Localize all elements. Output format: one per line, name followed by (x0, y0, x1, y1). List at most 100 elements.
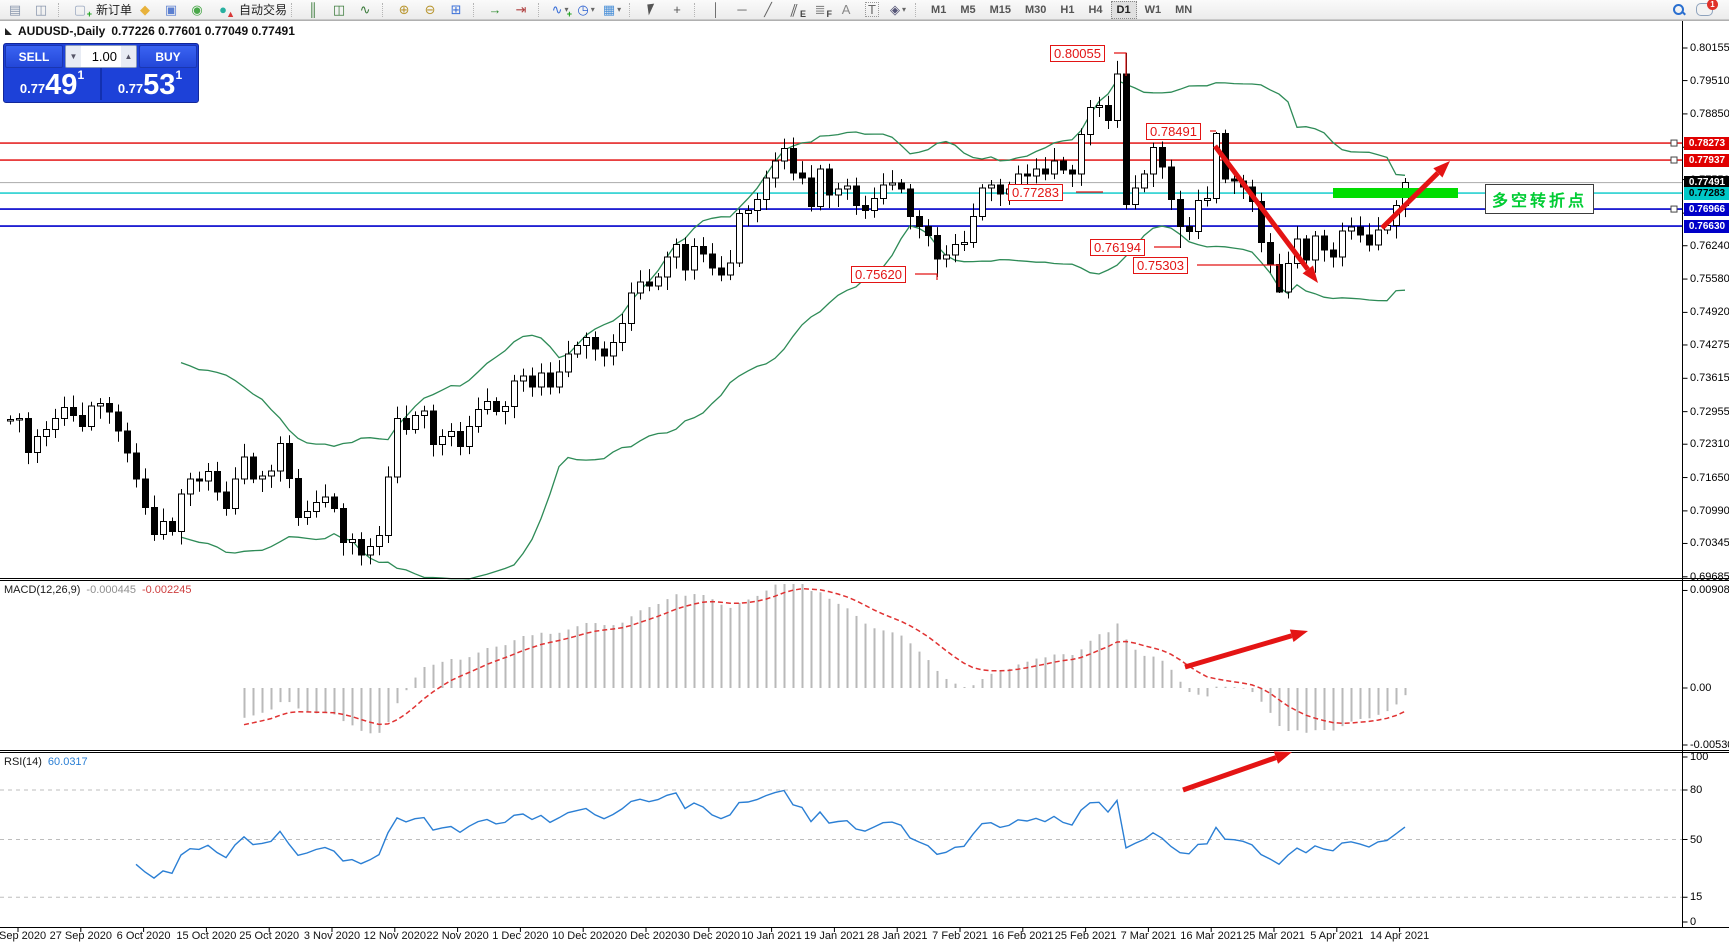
tile-windows-icon-glyph: ⊞ (450, 2, 462, 17)
strategy-tester-icon[interactable]: ◉ (184, 0, 210, 20)
price-callout-0.75620[interactable]: 0.75620 (851, 266, 906, 283)
date-label[interactable]: 25 Oct 2020 (239, 930, 300, 942)
date-label[interactable]: 16 Feb 2021 (991, 930, 1054, 942)
timeframe-button-H1[interactable]: H1 (1060, 3, 1075, 16)
tile-windows-icon[interactable]: ⊞ (443, 0, 469, 20)
periods-icon[interactable]: ◷ ▾ (573, 0, 599, 20)
profile-preview-icon[interactable]: ◫ (28, 0, 54, 20)
date-label[interactable]: 25 Mar 2021 (1243, 930, 1305, 942)
date-label[interactable]: 10 Dec 2020 (551, 930, 615, 942)
text-label-icon[interactable]: T (859, 0, 885, 20)
date-label[interactable]: 5 Apr 2021 (1310, 930, 1364, 942)
periods-icon-dropdown[interactable]: ▾ (590, 5, 595, 14)
date-label[interactable]: 6 Oct 2020 (116, 930, 171, 942)
autotrading-icon[interactable]: ● ▲ (210, 0, 236, 20)
crosshair-icon[interactable]: + (664, 0, 690, 20)
templates-icon[interactable]: ▦ ▾ (599, 0, 625, 20)
date-label[interactable]: 25 Feb 2021 (1054, 930, 1117, 942)
date-label[interactable]: 10 Jan 2021 (741, 930, 802, 942)
rsi-name: RSI(14) (4, 756, 42, 768)
date-label[interactable]: 7 Mar 2021 (1120, 930, 1177, 942)
price-callout-0.75303[interactable]: 0.75303 (1133, 257, 1188, 274)
candle-bull (178, 493, 185, 533)
price-callout-0.80055[interactable]: 0.80055 (1050, 45, 1105, 62)
text-icon[interactable]: A (833, 0, 859, 20)
horizontal-line-icon[interactable]: ─ (729, 0, 755, 20)
date-label[interactable]: 3 Nov 2020 (303, 930, 361, 942)
sell-button[interactable]: SELL (5, 45, 63, 68)
templates-icon-dropdown[interactable]: ▾ (617, 5, 622, 14)
candle-bear (151, 506, 158, 536)
metaeditor-icon[interactable]: ◆ (132, 0, 158, 20)
price-callout-0.76194[interactable]: 0.76194 (1090, 239, 1145, 256)
line-chart-icon[interactable]: ∿ (352, 0, 378, 20)
new-order-icon-label[interactable]: 新订单 (96, 3, 133, 17)
trend-arrow-head (1289, 629, 1308, 643)
candle-bull (979, 187, 986, 217)
terminal-icon[interactable]: ▣ (158, 0, 184, 20)
candlestick-chart-icon[interactable]: ◫ (326, 0, 352, 20)
timeframe-button-M1[interactable]: M1 (931, 3, 947, 16)
rsi-indicator-label: RSI(14) 60.0317 (4, 756, 88, 768)
date-label[interactable]: 27 Sep 2020 (49, 930, 112, 942)
date-label[interactable]: 16 Mar 2021 (1180, 930, 1243, 942)
equidistant-channel-icon[interactable]: ∥ E (781, 0, 807, 20)
price-callout-0.78491[interactable]: 0.78491 (1146, 123, 1201, 140)
date-label[interactable]: 7 Feb 2021 (932, 930, 988, 942)
macd-tick-label: 0.009081 (1690, 584, 1729, 597)
chart-shift-icon[interactable]: ⇥ (508, 0, 534, 20)
volume-value[interactable]: 1.00 (91, 49, 117, 64)
vertical-line-icon[interactable]: │ (703, 0, 729, 20)
date-label[interactable]: 20 Dec 2020 (614, 930, 678, 942)
autotrading-icon-label[interactable]: 自动交易 (239, 3, 288, 17)
date-label[interactable]: 7 Sep 2020 (0, 930, 47, 942)
date-label[interactable]: 15 Oct 2020 (176, 930, 237, 942)
timeframe-button-D1[interactable]: D1 (1110, 0, 1137, 19)
cursor-icon[interactable] (638, 0, 664, 20)
zoom-in-icon[interactable]: ⊕ (391, 0, 417, 20)
candle-bull (97, 402, 104, 407)
buy-button[interactable]: BUY (139, 45, 197, 68)
timeframe-button-H4[interactable]: H4 (1088, 3, 1103, 16)
date-label[interactable]: 14 Apr 2021 (1369, 930, 1430, 942)
bar-chart-icon[interactable]: ║ (300, 0, 326, 20)
arrows-tool-icon[interactable]: ◈ ▾ (885, 0, 911, 20)
arrows-tool-icon-dropdown[interactable]: ▾ (902, 5, 907, 14)
indicators-icon[interactable]: ∿ + ▾ (547, 0, 573, 20)
date-label[interactable]: 30 Dec 2020 (677, 930, 740, 942)
timeframe-button-M15[interactable]: M15 (989, 3, 1011, 16)
date-label[interactable]: 28 Jan 2021 (866, 930, 928, 942)
candle-bull (1033, 168, 1040, 177)
candle-bear (1330, 249, 1337, 258)
zoom-out-icon[interactable]: ⊖ (417, 0, 443, 20)
date-label[interactable]: 19 Jan 2021 (804, 930, 865, 942)
toolbar-separator (538, 2, 543, 17)
sell-price[interactable]: 0.77 49 1 (4, 68, 100, 100)
chat-icon[interactable]: 1 (1696, 0, 1718, 16)
timeframe-button-W1[interactable]: W1 (1144, 3, 1162, 16)
new-order-icon[interactable]: ▢ + (67, 0, 93, 20)
turning-point-annotation[interactable]: 多空转折点 (1485, 184, 1595, 214)
timeframe-button-MN[interactable]: MN (1175, 3, 1193, 16)
trendline-icon[interactable]: ╱ (755, 0, 781, 20)
volume-increase-button[interactable]: ▲ (121, 46, 136, 67)
date-label[interactable]: 1 Dec 2020 (492, 930, 549, 942)
indicators-icon-dropdown[interactable]: ▾ (564, 5, 569, 14)
price-callout-0.77283[interactable]: 0.77283 (1008, 184, 1063, 201)
search-icon[interactable] (1672, 3, 1686, 17)
auto-scroll-icon[interactable]: → (482, 0, 508, 20)
callout-connector (915, 273, 938, 280)
candle-bull (754, 198, 761, 211)
macd-indicator-label: MACD(12,26,9) -0.000445 -0.002245 (4, 584, 192, 596)
collapse-triangle-icon[interactable] (5, 27, 12, 35)
date-label[interactable]: 22 Nov 2020 (426, 930, 489, 942)
chart-window-icon[interactable]: ▤ (2, 0, 28, 20)
rsi-tick-label: 15 (1690, 891, 1703, 904)
buy-price[interactable]: 0.77 53 1 (102, 68, 198, 100)
timeframe-button-M30[interactable]: M30 (1025, 3, 1047, 16)
price-tag-0.77937: 0.77937 (1684, 153, 1729, 167)
date-label[interactable]: 12 Nov 2020 (363, 930, 426, 942)
fibonacci-icon[interactable]: ≣ F (807, 0, 833, 20)
volume-decrease-button[interactable]: ▼ (66, 46, 81, 67)
timeframe-button-M5[interactable]: M5 (960, 3, 976, 16)
